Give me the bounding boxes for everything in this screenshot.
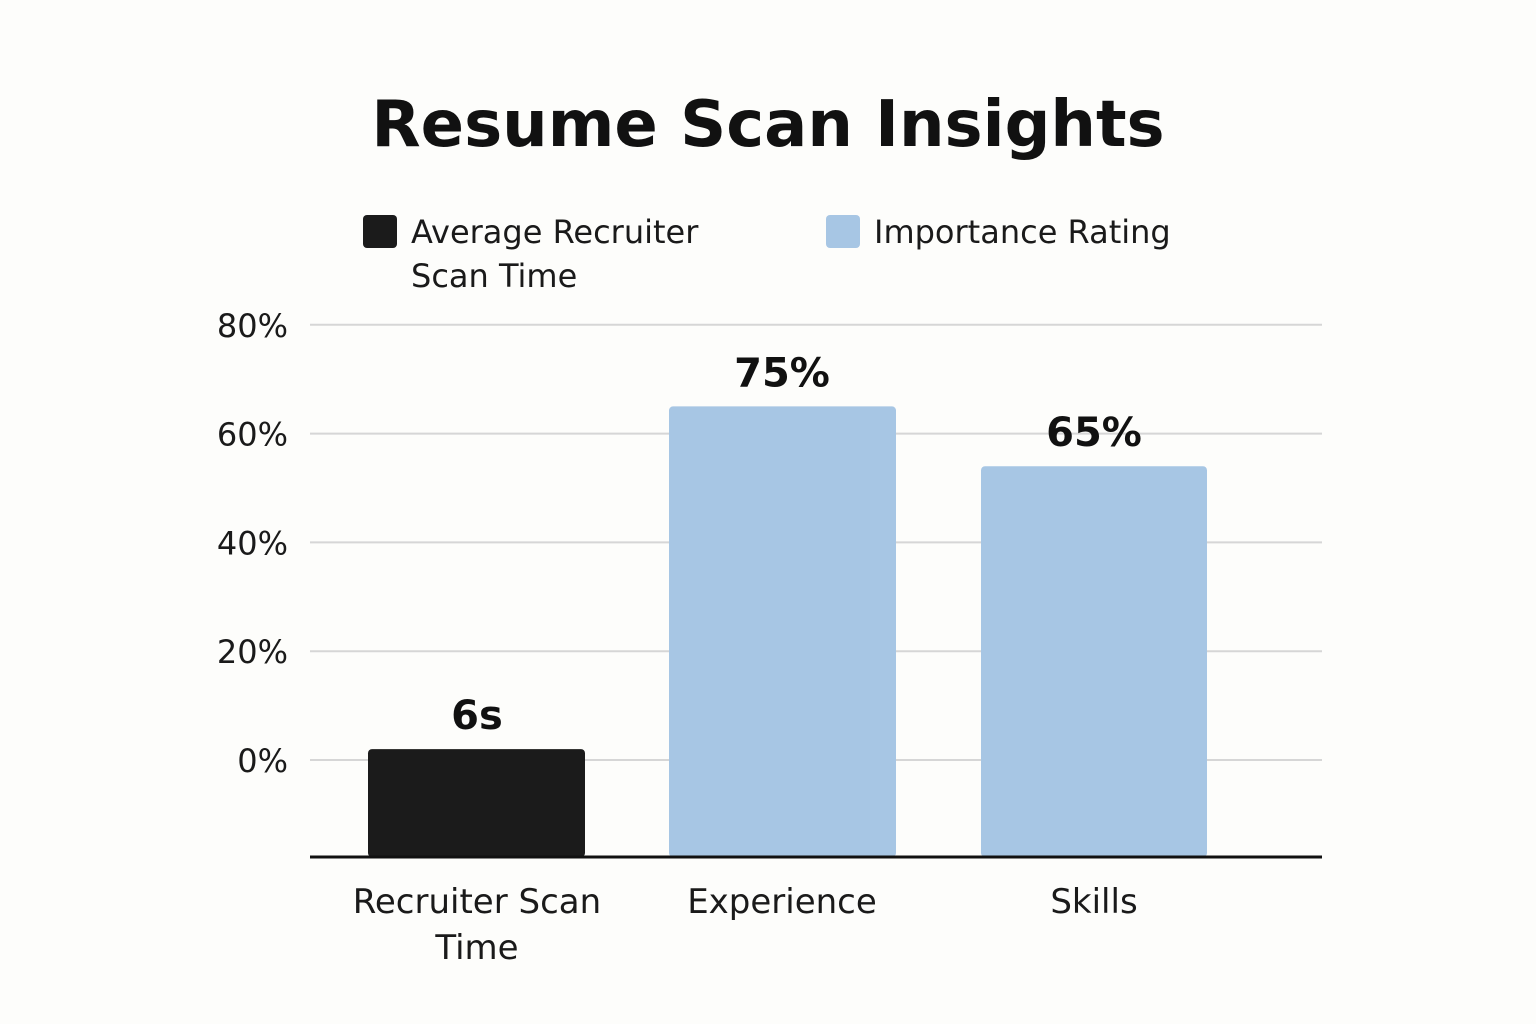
bar-experience bbox=[669, 406, 896, 857]
legend-label-scan-time: Average Recruiter Scan Time bbox=[411, 213, 709, 295]
x-tick-label-experience: Experience bbox=[687, 882, 877, 922]
y-tick-label-80: 80% bbox=[217, 307, 288, 345]
x-tick-label-recruiter-scan-time: Recruiter Scan Time bbox=[353, 882, 601, 968]
y-tick-label-60: 60% bbox=[217, 416, 288, 454]
category-labels: Recruiter Scan Time Experience Skills bbox=[353, 882, 1138, 968]
y-axis-ticks: 0% 20% 40% 60% 80% bbox=[217, 307, 288, 780]
x-tick-label-skills: Skills bbox=[1050, 882, 1137, 922]
y-tick-label-20: 20% bbox=[217, 633, 288, 671]
bar-recruiter-scan-time bbox=[368, 749, 585, 857]
y-tick-label-40: 40% bbox=[217, 524, 288, 562]
bars bbox=[368, 406, 1207, 857]
data-labels: 6s 75% 65% bbox=[451, 350, 1142, 739]
data-label-recruiter-scan-time: 6s bbox=[451, 693, 503, 739]
chart-title: Resume Scan Insights bbox=[371, 88, 1164, 162]
legend: Average Recruiter Scan Time Importance R… bbox=[363, 213, 1171, 295]
legend-swatch-importance bbox=[826, 215, 860, 248]
legend-label-importance: Importance Rating bbox=[874, 213, 1171, 251]
y-tick-label-0: 0% bbox=[237, 742, 288, 780]
bar-skills bbox=[981, 466, 1207, 857]
legend-swatch-scan-time bbox=[363, 215, 397, 248]
data-label-experience: 75% bbox=[734, 350, 830, 396]
data-label-skills: 65% bbox=[1046, 410, 1142, 456]
